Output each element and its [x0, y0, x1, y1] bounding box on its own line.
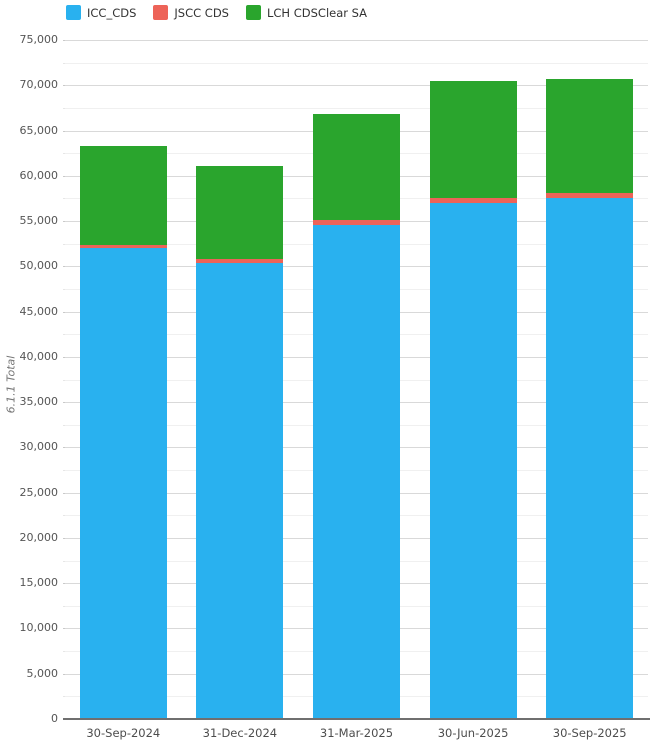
legend-item-jscc-cds[interactable]: JSCC CDS [153, 5, 229, 20]
legend-item-icc-cds[interactable]: ICC_CDS [66, 5, 136, 20]
y-tick-label: 45,000 [19, 304, 59, 318]
x-axis-label-30-sep-2025: 30-Sep-2025 [552, 726, 627, 740]
bar-segment-jscc-cds-31-dec-2024[interactable] [196, 258, 284, 263]
y-tick-label: 30,000 [19, 440, 59, 454]
legend-swatch-lch-cdsclear-sa [245, 5, 261, 20]
major-gridline [65, 85, 648, 87]
y-tick-label: 5,000 [26, 666, 59, 680]
bar-segment-lch-cdsclear-sa-30-sep-2025[interactable] [546, 79, 634, 194]
bar-segment-jscc-cds-30-sep-2024[interactable] [79, 244, 167, 249]
minor-gridline [65, 107, 648, 109]
legend-label: JSCC CDS [174, 5, 229, 20]
x-axis-label-30-jun-2025: 30-Jun-2025 [437, 726, 509, 740]
y-tick-label: 65,000 [19, 123, 59, 137]
major-gridline [65, 40, 648, 41]
bar-segment-icc-cds-30-sep-2024[interactable] [79, 248, 167, 719]
bar-segment-lch-cdsclear-sa-31-mar-2025[interactable] [313, 114, 400, 221]
bar-segment-icc-cds-31-dec-2024[interactable] [196, 262, 284, 719]
y-tick-label: 40,000 [19, 349, 59, 363]
y-tick-label: 55,000 [19, 214, 59, 228]
x-axis-label-31-dec-2024: 31-Dec-2024 [202, 726, 278, 740]
legend-item-lch-cdsclear-sa[interactable]: LCH CDSClear SA [245, 5, 368, 20]
x-axis-label-31-mar-2025: 31-Mar-2025 [319, 726, 394, 740]
legend-swatch-jscc-cds [153, 5, 169, 20]
y-tick-label: 75,000 [19, 33, 59, 46]
bar-segment-lch-cdsclear-sa-31-dec-2024[interactable] [196, 165, 284, 259]
bar-segment-icc-cds-31-mar-2025[interactable] [313, 224, 400, 719]
bar-segment-jscc-cds-31-mar-2025[interactable] [313, 220, 400, 225]
legend-label: ICC_CDS [87, 5, 137, 20]
x-axis-line [63, 718, 650, 720]
bar-segment-icc-cds-30-sep-2025[interactable] [546, 197, 634, 719]
bar-segment-lch-cdsclear-sa-30-jun-2025[interactable] [429, 81, 517, 198]
bar-segment-lch-cdsclear-sa-30-sep-2024[interactable] [79, 145, 167, 245]
y-tick-label: 20,000 [19, 530, 59, 544]
y-tick-label: 60,000 [19, 168, 59, 182]
bar-segment-icc-cds-30-jun-2025[interactable] [429, 202, 517, 719]
y-tick-label: 10,000 [19, 621, 59, 635]
y-tick-label: 35,000 [19, 395, 59, 409]
bar-segment-jscc-cds-30-sep-2025[interactable] [546, 193, 634, 198]
bar-segment-jscc-cds-30-jun-2025[interactable] [429, 197, 517, 203]
minor-gridline [65, 62, 648, 64]
x-axis-label-30-sep-2024: 30-Sep-2024 [86, 726, 161, 740]
legend-label: LCH CDSClear SA [266, 5, 368, 20]
y-tick-label: 15,000 [19, 576, 59, 590]
chart-legend: ICC_CDS JSCC CDS LCH CDSClear SA [66, 5, 367, 20]
y-tick-label: 70,000 [19, 78, 59, 92]
y-tick-label: 0 [51, 712, 58, 725]
legend-swatch-icc-cds [66, 5, 81, 20]
y-tick-label: 50,000 [19, 259, 59, 273]
y-tick-label: 25,000 [19, 485, 59, 499]
